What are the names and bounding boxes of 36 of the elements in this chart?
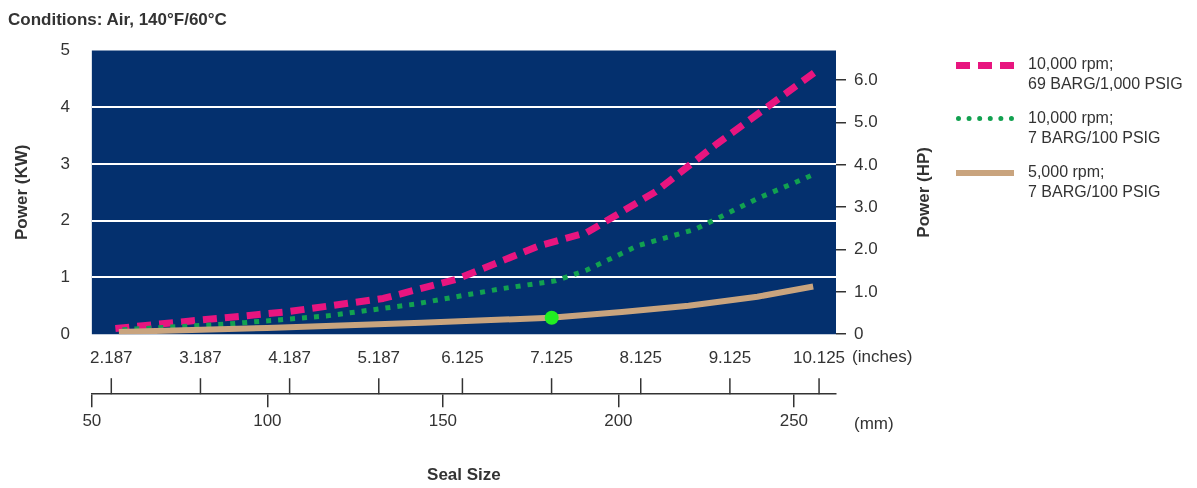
x2-tick-label: 10.125 — [793, 348, 846, 368]
legend-label: 10,000 rpm; 69 BARG/1,000 PSIG — [1028, 54, 1183, 94]
x-tick-label: 50 — [82, 411, 102, 431]
x-tick-label: 200 — [604, 411, 633, 431]
legend-label: 5,000 rpm; 7 BARG/100 PSIG — [1028, 162, 1161, 202]
legend-label: 10,000 rpm; 7 BARG/100 PSIG — [1028, 108, 1161, 148]
text: (mm) — [854, 413, 894, 433]
y2-tick-label: 6.0 — [854, 69, 878, 89]
y2-tick-label: 3.0 — [854, 196, 878, 216]
y2-axis-title: Power (HP) — [913, 146, 933, 238]
x-tick-label: 100 — [253, 411, 282, 431]
y2-tick-label: 2.0 — [854, 239, 878, 259]
y2-tick-label: 5.0 — [854, 112, 878, 132]
y-tick-label: 4 — [60, 96, 70, 116]
y-tick-label: 2 — [60, 210, 70, 230]
y-axis-title: Power (KW) — [11, 144, 31, 240]
x2-axis-title: (inches) — [852, 346, 913, 366]
y-tick-label: 1 — [60, 267, 70, 287]
y-tick-label: 0 — [60, 323, 70, 343]
x2-tick-label: 5.187 — [357, 348, 401, 368]
y-tick-label: 3 — [60, 153, 70, 173]
x2-tick-label: 2.187 — [90, 348, 133, 368]
x2-tick-label: 9.125 — [708, 348, 752, 368]
x2-tick-label: 8.125 — [619, 348, 663, 368]
x-tick-label: 150 — [428, 411, 458, 431]
x2-tick-label: 6.125 — [441, 348, 484, 368]
chart-title: Conditions: Air, 140°F/60°C — [8, 9, 227, 29]
y-tick-label: 5 — [60, 40, 70, 60]
y2-tick-label: 4.0 — [854, 154, 878, 174]
x2-tick-label: 7.125 — [530, 348, 573, 368]
x-axis-title: Seal Size — [427, 465, 501, 485]
x-tick-label: 250 — [779, 411, 809, 431]
y2-tick-label: 1.0 — [854, 281, 878, 301]
y2-tick-label: 0 — [854, 323, 864, 343]
x2-tick-label: 3.187 — [179, 348, 222, 368]
x2-tick-label: 4.187 — [268, 348, 311, 368]
